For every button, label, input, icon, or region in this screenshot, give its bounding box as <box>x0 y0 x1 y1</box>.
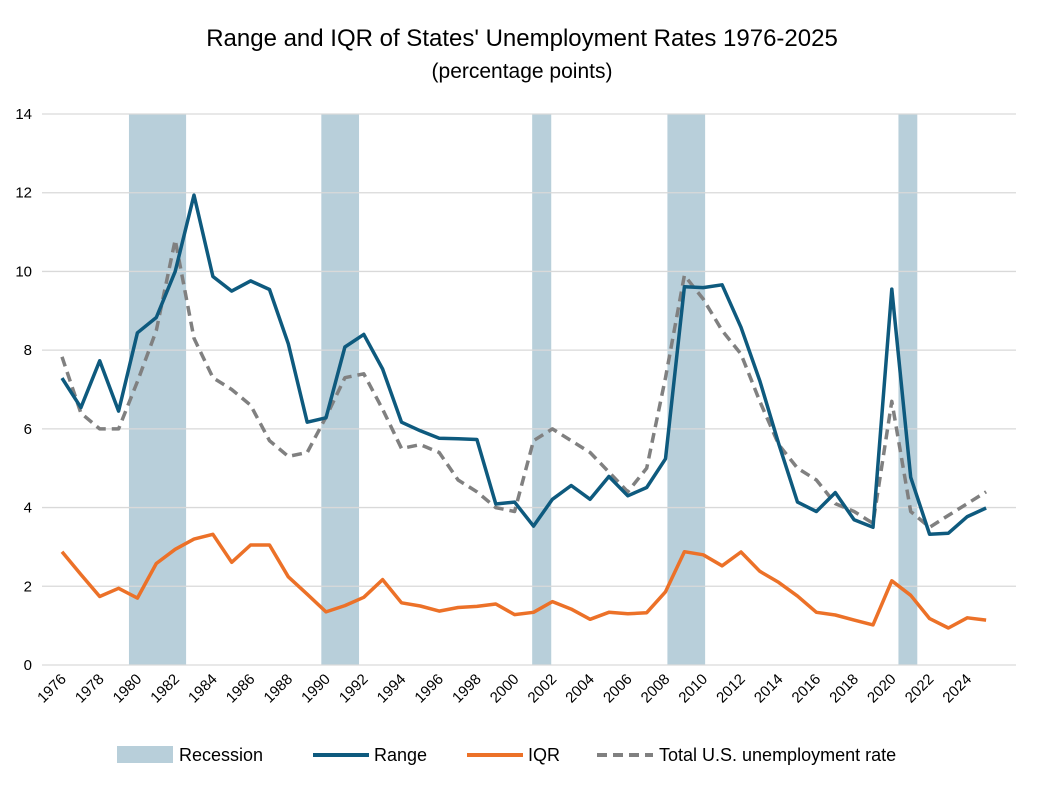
x-tick-label: 1988 <box>261 671 297 707</box>
x-tick-label: 2012 <box>713 671 749 707</box>
y-tick-label: 8 <box>24 342 32 359</box>
legend-label-total: Total U.S. unemployment rate <box>659 745 896 765</box>
x-tick-label: 1980 <box>110 671 146 707</box>
y-tick-label: 6 <box>24 421 32 438</box>
x-tick-label: 1984 <box>185 671 221 707</box>
series-line-total-unemployment <box>60 238 988 530</box>
x-tick-label: 2018 <box>826 671 862 707</box>
x-tick-label: 2022 <box>902 671 938 707</box>
x-tick-label: 1994 <box>374 671 410 707</box>
y-tick-label: 2 <box>24 578 32 595</box>
x-tick-label: 1982 <box>147 671 183 707</box>
series-lines <box>60 193 988 630</box>
x-tick-label: 1990 <box>298 671 334 707</box>
recession-band <box>532 114 552 665</box>
gridlines <box>42 113 1016 666</box>
x-tick-label: 2008 <box>638 671 674 707</box>
x-tick-label: 1992 <box>336 671 372 707</box>
legend: Recession Range IQR Total U.S. unemploym… <box>117 745 896 765</box>
y-axis-ticks: 0 2 4 6 8 10 12 14 <box>15 106 32 674</box>
x-tick-label: 1978 <box>72 671 108 707</box>
recession-band <box>128 114 187 665</box>
recession-bands <box>128 114 918 665</box>
x-tick-label: 2016 <box>789 671 825 707</box>
chart-title: Range and IQR of States' Unemployment Ra… <box>206 25 838 52</box>
x-tick-label: 2002 <box>525 671 561 707</box>
y-tick-label: 12 <box>15 185 32 202</box>
x-tick-label: 2014 <box>751 671 787 707</box>
y-tick-label: 0 <box>24 657 32 674</box>
legend-label-iqr: IQR <box>528 745 560 765</box>
series-line-range <box>60 193 987 537</box>
series-line-iqr <box>60 532 987 630</box>
x-tick-label: 1996 <box>411 671 447 707</box>
y-tick-label: 14 <box>15 106 32 123</box>
x-tick-label: 2024 <box>939 671 975 707</box>
x-tick-label: 2000 <box>487 671 523 707</box>
legend-label-range: Range <box>374 745 427 765</box>
recession-band <box>898 114 918 665</box>
legend-label-recession: Recession <box>179 745 263 765</box>
x-axis-ticks: 1976 1978 1980 1982 1984 1986 1988 1990 1992 1994… <box>34 671 975 707</box>
x-tick-label: 2020 <box>864 671 900 707</box>
x-tick-label: 2010 <box>675 671 711 707</box>
y-tick-label: 4 <box>24 500 32 517</box>
x-tick-label: 2004 <box>562 671 598 707</box>
x-tick-label: 1998 <box>449 671 485 707</box>
x-tick-label: 1976 <box>34 671 70 707</box>
legend-swatch-recession <box>117 746 173 763</box>
x-tick-label: 2006 <box>600 671 636 707</box>
chart-subtitle: (percentage points) <box>432 60 613 83</box>
x-tick-label: 1986 <box>223 671 259 707</box>
y-tick-label: 10 <box>15 263 32 280</box>
